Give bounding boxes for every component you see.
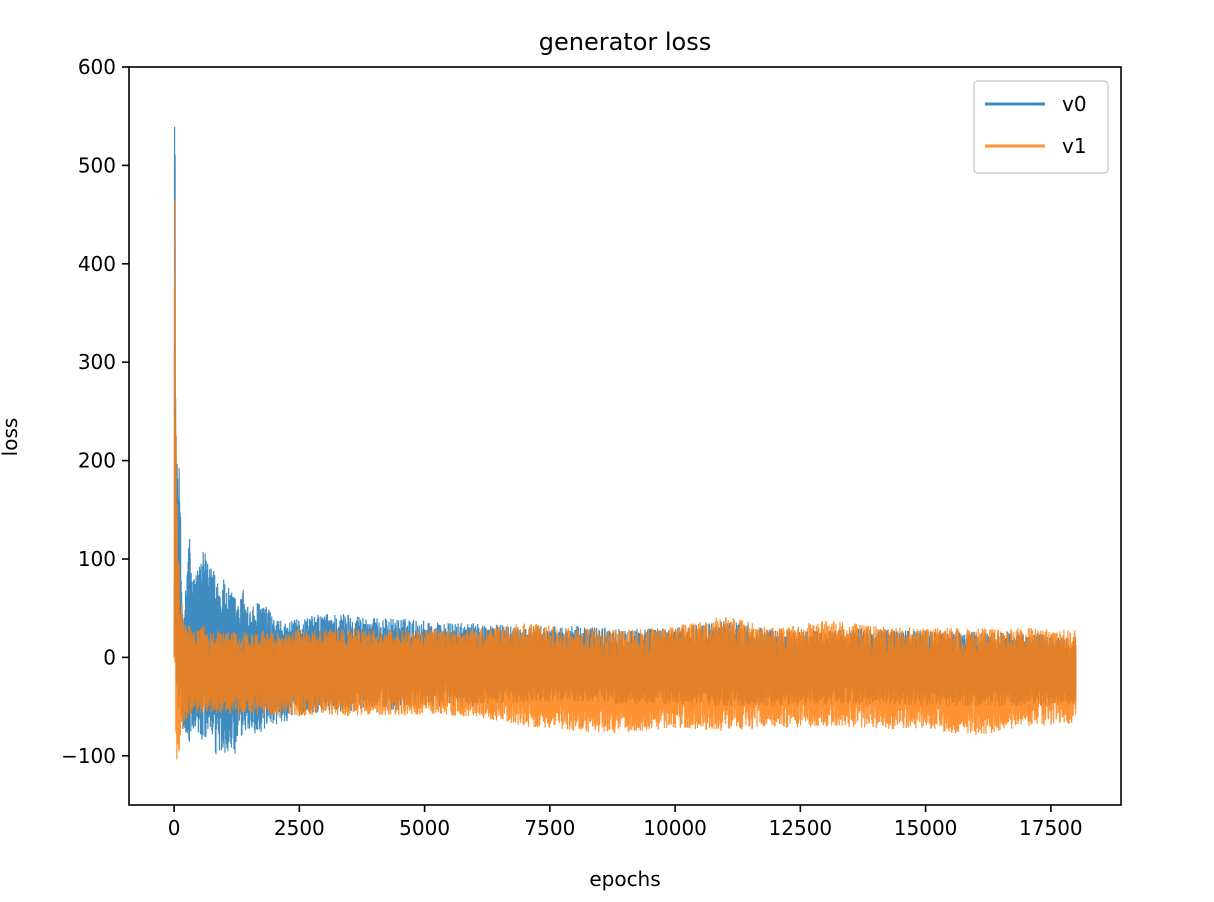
- x-tick-label: 17500: [1019, 816, 1083, 840]
- x-tick-label: 0: [168, 816, 181, 840]
- legend-label-v1: v1: [1062, 134, 1087, 158]
- y-tick-label: 500: [78, 153, 116, 177]
- series-layer: [173, 126, 1077, 760]
- x-tick-label: 7500: [524, 816, 575, 840]
- y-axis-label: loss: [0, 418, 22, 457]
- series-line-v1: [173, 200, 1077, 760]
- y-tick-label: 200: [78, 449, 116, 473]
- plot-frame: [128, 66, 1122, 806]
- x-axis-ticks: 0 2500 5000 7500 10000 12500 15000 17500: [168, 805, 1083, 840]
- legend-label-v0: v0: [1062, 92, 1087, 116]
- y-axis-ticks: −100 0 100 200 300 400 500 600: [61, 55, 129, 768]
- x-tick-label: 10000: [643, 816, 707, 840]
- y-tick-label: 400: [78, 252, 116, 276]
- legend-box: [973, 80, 1109, 174]
- y-tick-label: 300: [78, 350, 116, 374]
- y-tick-label: 0: [103, 645, 116, 669]
- x-tick-label: 5000: [399, 816, 450, 840]
- y-tick-label: 100: [78, 547, 116, 571]
- x-tick-label: 15000: [894, 816, 958, 840]
- y-tick-label: −100: [61, 744, 116, 768]
- x-tick-label: 2500: [274, 816, 325, 840]
- legend: v0 v1: [973, 80, 1109, 174]
- x-axis-label: epochs: [589, 867, 660, 891]
- x-tick-label: 12500: [769, 816, 833, 840]
- chart-title: generator loss: [539, 28, 712, 56]
- y-tick-label: 600: [78, 55, 116, 79]
